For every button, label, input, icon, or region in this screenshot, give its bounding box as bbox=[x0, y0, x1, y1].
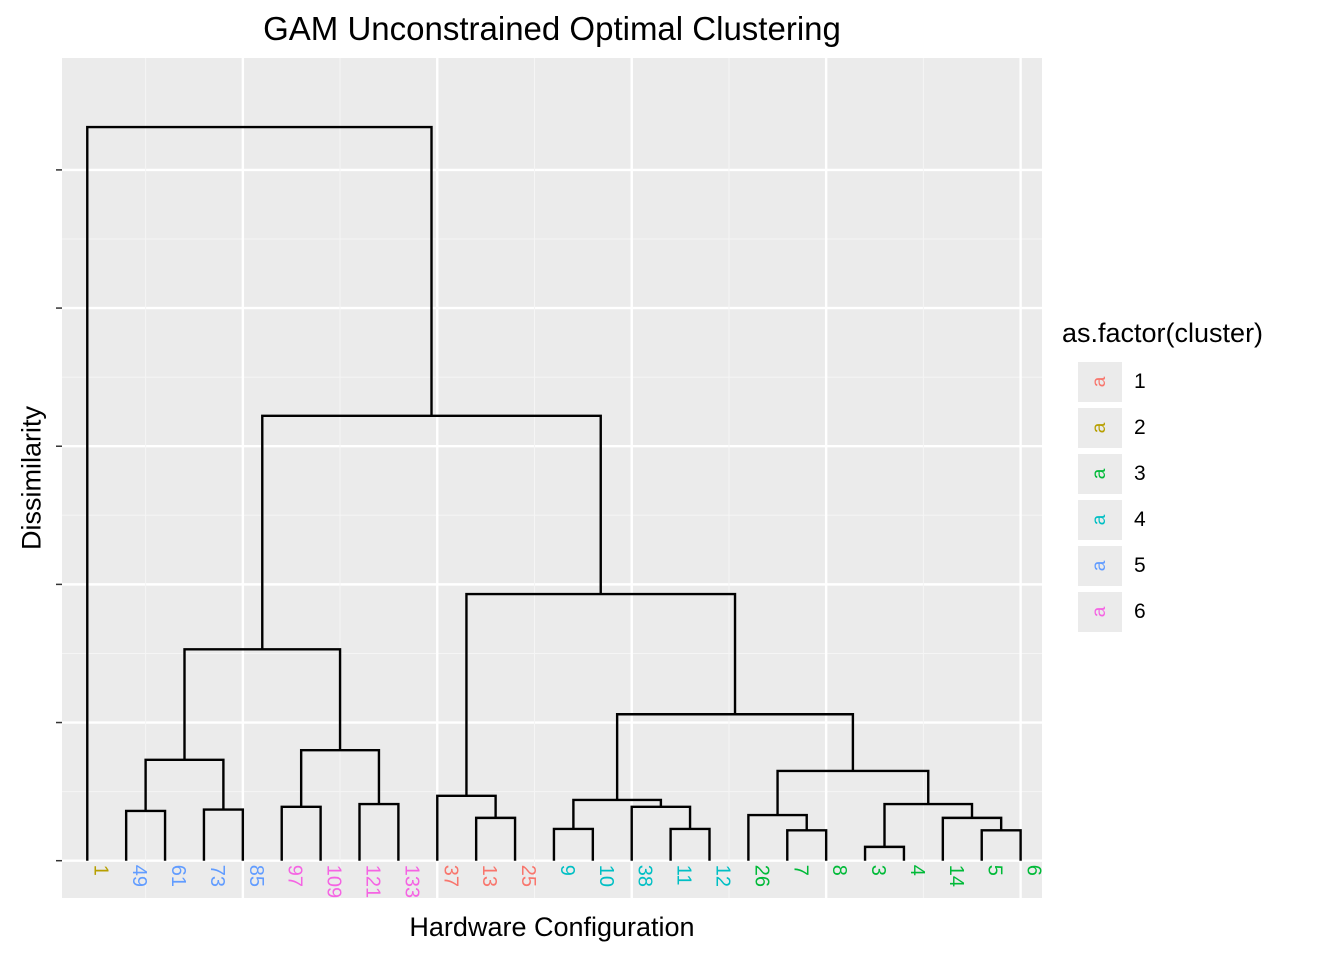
legend-key-glyph: a bbox=[1089, 376, 1110, 388]
merge-branch bbox=[124, 809, 167, 861]
legend-key-glyph: a bbox=[1089, 422, 1110, 434]
merge-branch bbox=[202, 808, 245, 861]
y-axis-label: Dissimilarity bbox=[16, 406, 47, 550]
legend-key: a bbox=[1078, 362, 1122, 402]
leaf-label: 9 bbox=[556, 865, 578, 876]
merge-branch bbox=[572, 798, 663, 829]
leaf-label: 121 bbox=[362, 865, 384, 898]
leaf-label: 13 bbox=[478, 865, 500, 887]
legend-key: a bbox=[1078, 500, 1122, 540]
legend-key: a bbox=[1078, 408, 1122, 448]
leaf-label: 133 bbox=[400, 865, 422, 898]
legend-key: a bbox=[1078, 592, 1122, 632]
plot-panel bbox=[62, 58, 1042, 898]
grid-lines bbox=[47, 58, 1042, 898]
merge-branch bbox=[980, 829, 1022, 861]
leaf-label: 14 bbox=[945, 865, 967, 887]
leaf-label: 85 bbox=[245, 865, 267, 887]
leaf-label: 38 bbox=[634, 865, 656, 887]
leaf-label: 8 bbox=[828, 865, 850, 876]
leaf-label: 61 bbox=[167, 865, 189, 887]
legend-title: as.factor(cluster) bbox=[1062, 318, 1264, 348]
leaf-label: 1 bbox=[89, 865, 111, 876]
legend-key-glyph: a bbox=[1089, 468, 1110, 480]
merge-branch bbox=[883, 802, 974, 847]
x-axis-label: Hardware Configuration bbox=[409, 912, 695, 942]
leaf-label: 4 bbox=[906, 865, 928, 876]
legend-label: 3 bbox=[1134, 462, 1146, 485]
merge-branch bbox=[863, 845, 906, 861]
leaf-labels: 1 49 61 73 85 97 109 121 133 37 13 25 9 10 38 11 12 26 7 8 3… bbox=[89, 865, 1044, 898]
merge-branch bbox=[261, 414, 602, 650]
leaf-label: 109 bbox=[323, 865, 345, 898]
legend-key: a bbox=[1078, 454, 1122, 494]
legend-key-glyph: a bbox=[1089, 560, 1110, 572]
merge-branch bbox=[630, 805, 692, 861]
leaf-label: 10 bbox=[595, 865, 617, 887]
leaf-label: 7 bbox=[789, 865, 811, 876]
leaf-label: 49 bbox=[128, 865, 150, 887]
leaf-label: 6 bbox=[1023, 865, 1045, 876]
leaf-label: 25 bbox=[517, 865, 539, 887]
leaf-label: 26 bbox=[750, 865, 772, 887]
y-axis-ticks bbox=[56, 169, 62, 862]
legend-label: 5 bbox=[1134, 554, 1146, 577]
merge-branch bbox=[358, 802, 400, 861]
leaf-label: 5 bbox=[984, 865, 1006, 876]
leaf-label: 3 bbox=[867, 865, 889, 876]
merge-branch bbox=[183, 648, 342, 760]
leaf-label: 12 bbox=[712, 865, 734, 887]
leaf-label: 73 bbox=[206, 865, 228, 887]
legend-label: 4 bbox=[1134, 508, 1146, 531]
merge-branch bbox=[280, 805, 322, 861]
legend-label: 2 bbox=[1134, 416, 1146, 439]
legend-key-glyph: a bbox=[1089, 514, 1110, 526]
leaf-label: 97 bbox=[284, 865, 306, 887]
merge-branch bbox=[786, 829, 828, 861]
dendrogram-branches bbox=[86, 125, 1022, 861]
legend-label: 6 bbox=[1134, 600, 1146, 623]
leaf-label: 37 bbox=[439, 865, 461, 887]
merge-branch bbox=[465, 592, 737, 796]
leaf-label: 11 bbox=[673, 865, 695, 886]
legend-label: 1 bbox=[1134, 370, 1146, 393]
legend-key-glyph: a bbox=[1089, 606, 1110, 618]
legend-key: a bbox=[1078, 546, 1122, 586]
merge-branch bbox=[86, 125, 433, 861]
chart-title: GAM Unconstrained Optimal Clustering bbox=[263, 10, 841, 47]
merge-branch bbox=[776, 769, 930, 816]
